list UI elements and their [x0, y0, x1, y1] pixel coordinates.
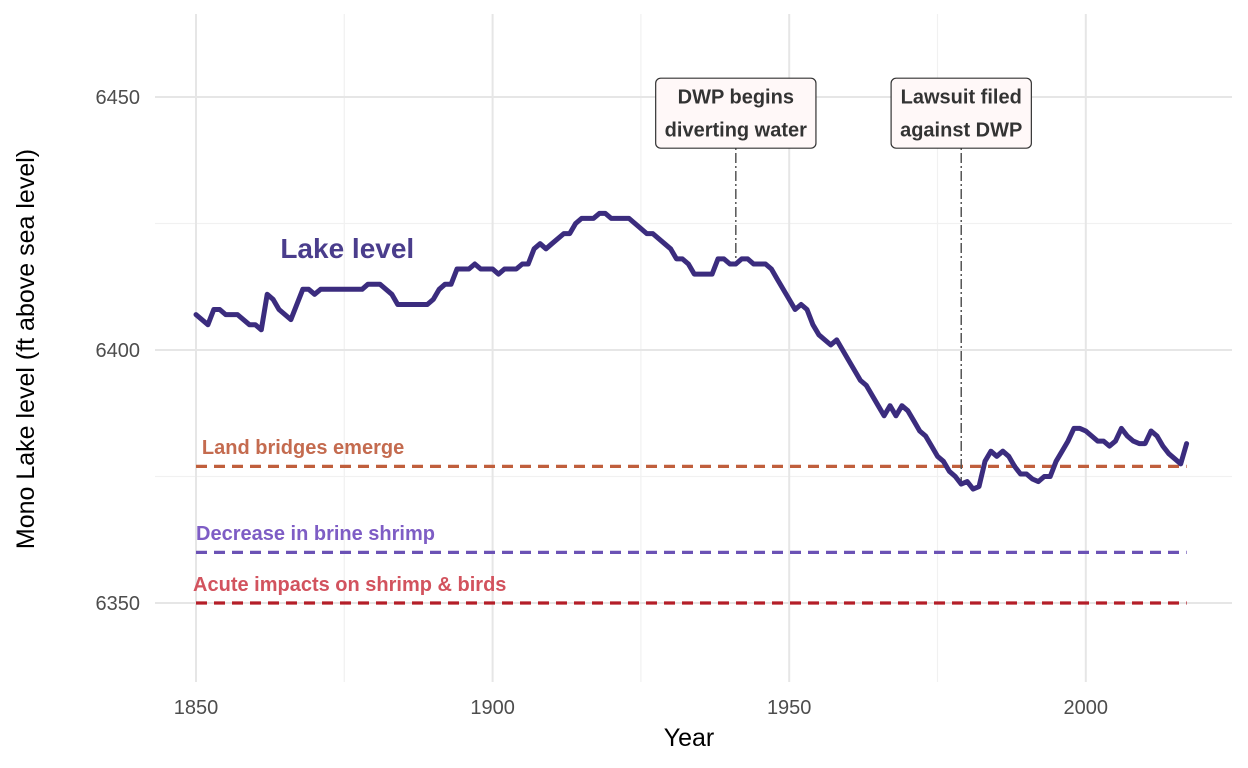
x-tick-label: 1950	[767, 697, 812, 719]
annotation-text: DWP begins	[678, 87, 794, 109]
threshold-label: Acute impacts on shrimp & birds	[193, 574, 506, 596]
y-tick-label: 6450	[96, 87, 141, 109]
annotation-text: Lawsuit filed	[901, 87, 1022, 109]
series-line-lake-level	[193, 210, 1190, 492]
x-tick-label: 1900	[470, 697, 515, 719]
series-label-lake-level: Lake level	[280, 233, 414, 264]
x-tick-label: 1850	[174, 697, 219, 719]
y-tick-label: 6350	[96, 593, 141, 615]
annotation-box	[890, 77, 1032, 149]
threshold-label: Decrease in brine shrimp	[196, 523, 435, 545]
x-tick-label: 2000	[1064, 697, 1109, 719]
annotation-box	[655, 77, 817, 149]
series-layer: Lake level	[193, 210, 1190, 492]
annotation-label: Lawsuit filed against DWP	[890, 77, 1032, 149]
annotation-text: diverting water	[665, 120, 807, 142]
tick-labels: 1850 1900 1950 2000 6350 6400 6450	[96, 87, 1109, 719]
threshold-label: Land bridges emerge	[202, 437, 404, 459]
annotation-text: against DWP	[900, 120, 1022, 142]
annotations: DWP begins diverting water Lawsuit filed ag…	[655, 77, 1032, 482]
reference-lines: Land bridges emerge Decrease in brine shr…	[193, 437, 1187, 605]
y-axis-title: Mono Lake level (ft above sea level)	[12, 149, 40, 549]
y-tick-label: 6400	[96, 340, 141, 362]
x-axis-title: Year	[664, 724, 715, 752]
annotation-label: DWP begins diverting water	[655, 77, 817, 149]
